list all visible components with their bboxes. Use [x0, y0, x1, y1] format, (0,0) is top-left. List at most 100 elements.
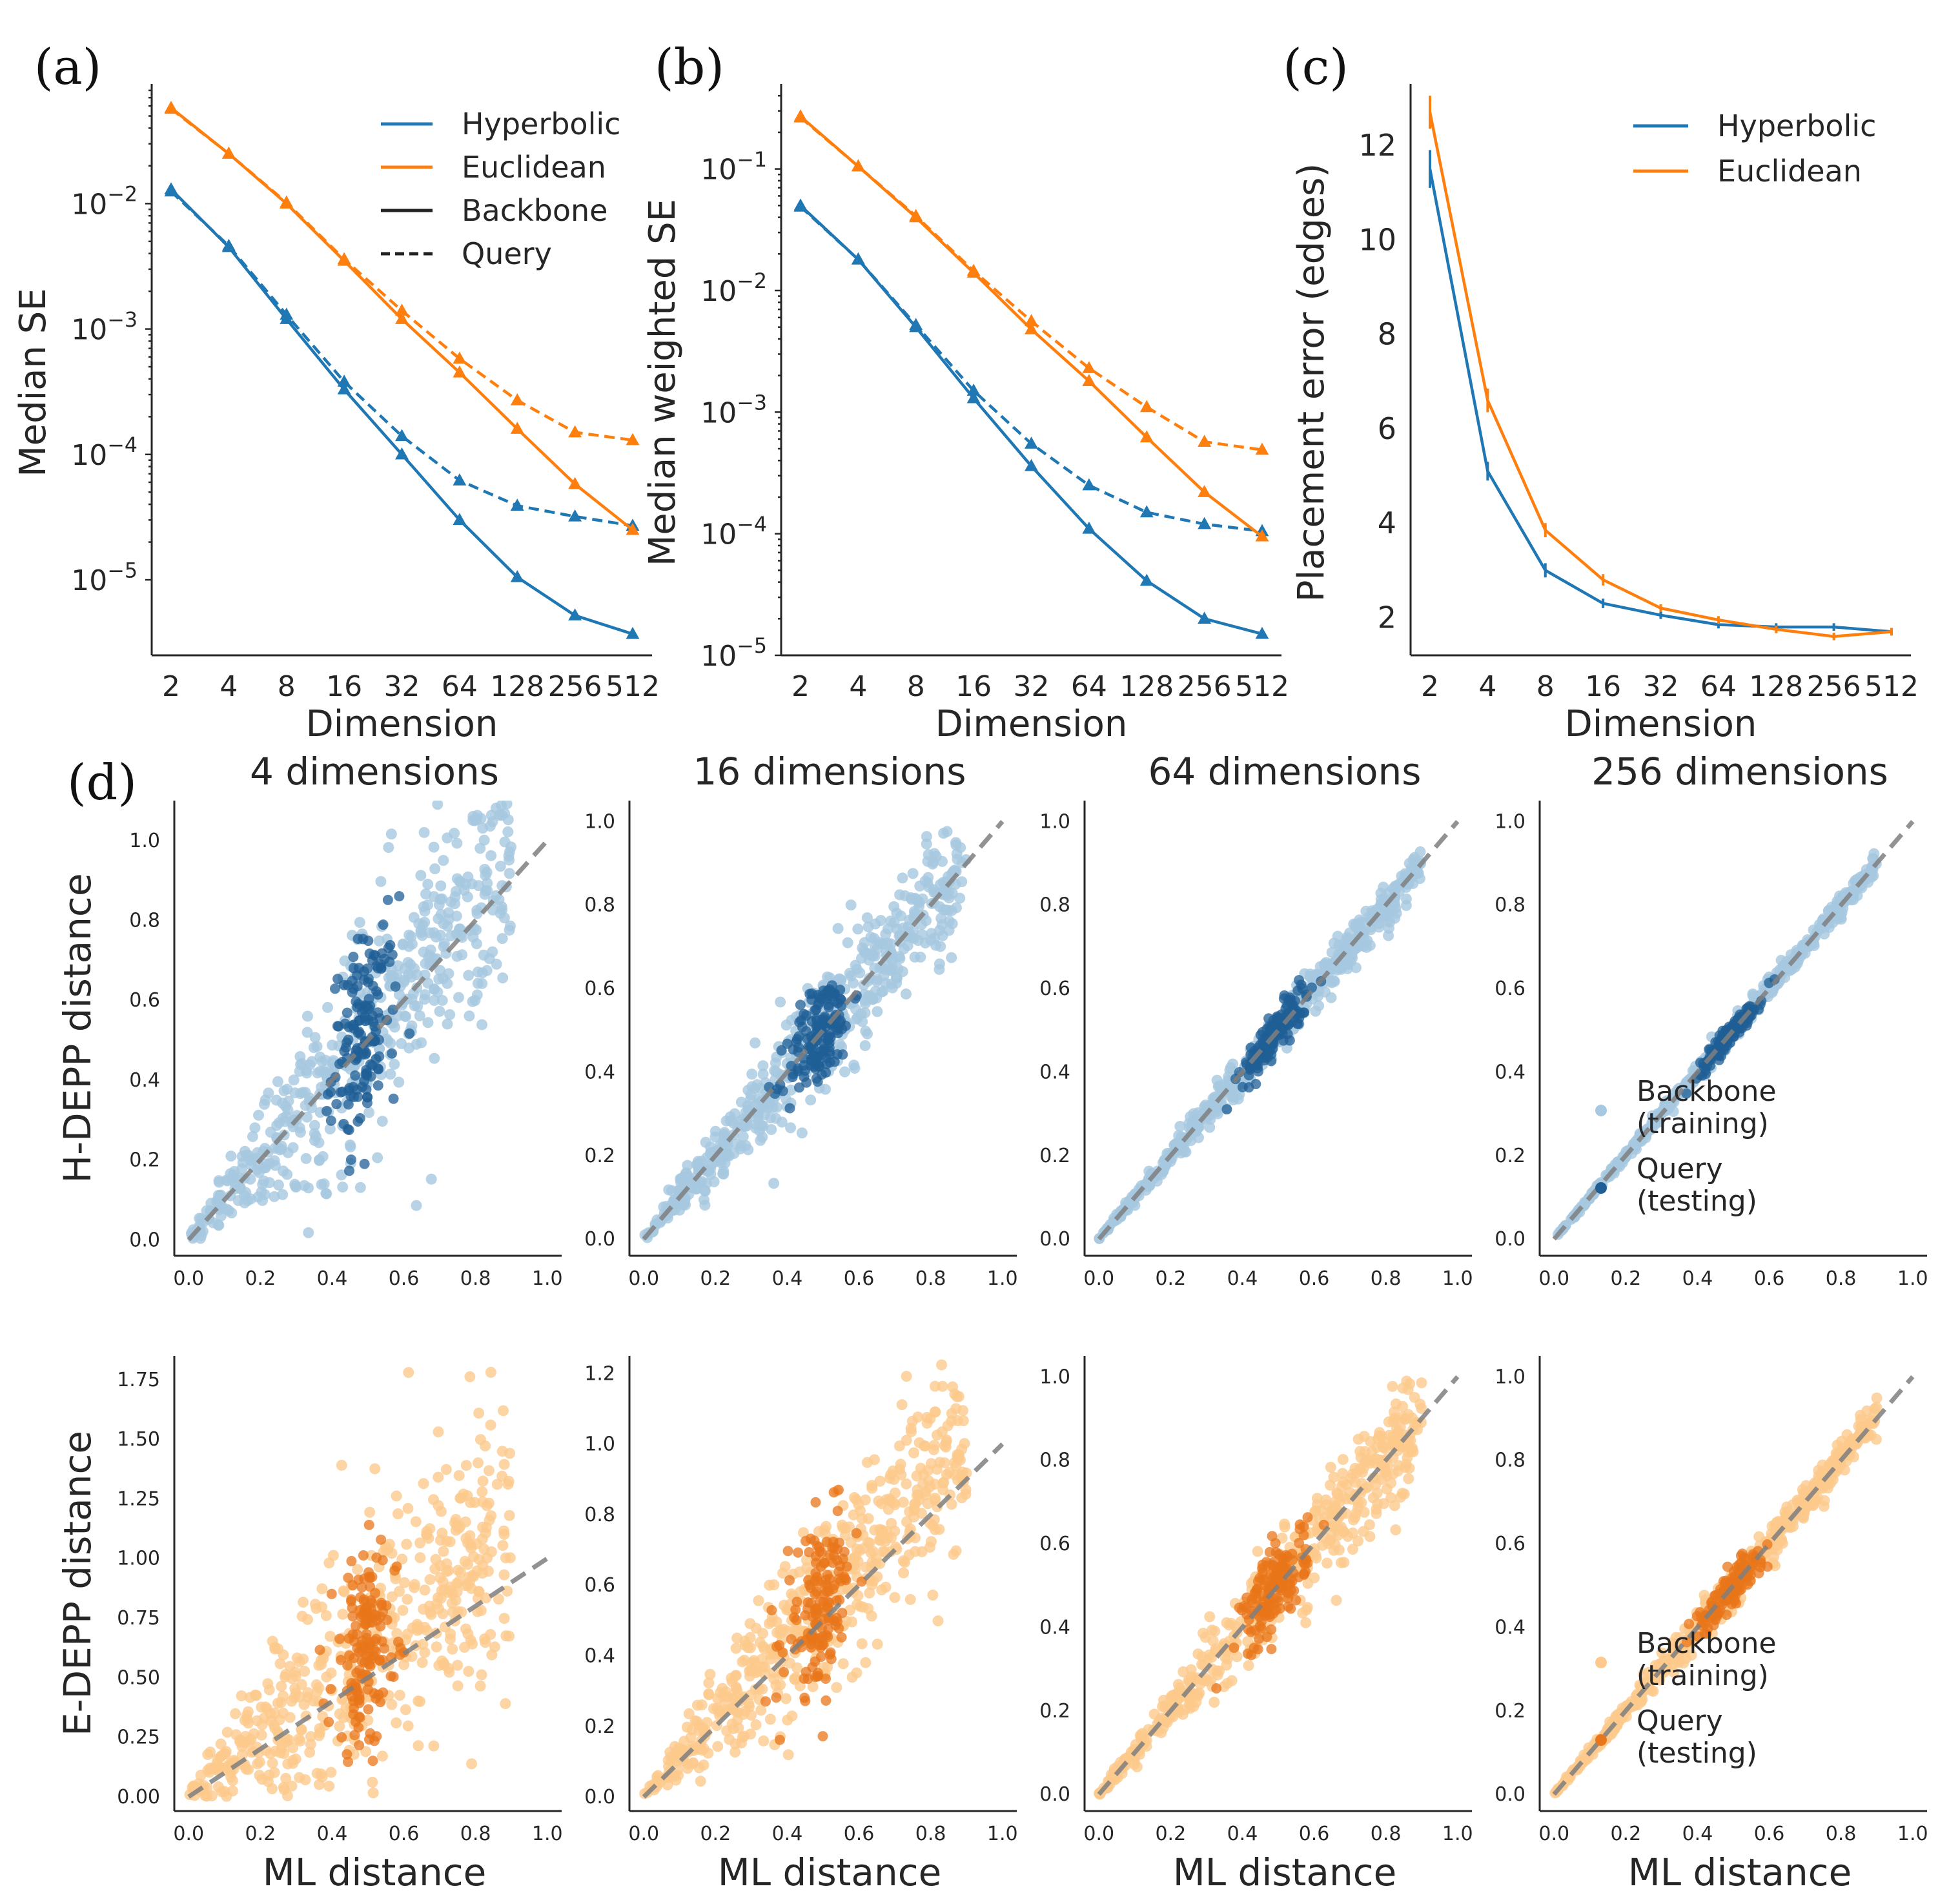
x-axis-title: Dimension — [306, 703, 498, 745]
backbone-point — [928, 1439, 940, 1451]
query-point — [784, 1575, 795, 1586]
backbone-point — [730, 1643, 742, 1654]
query-point — [390, 981, 401, 992]
backbone-point — [866, 1610, 877, 1622]
data-point-marker — [568, 425, 582, 438]
backbone-point — [852, 1590, 864, 1601]
backbone-point — [1204, 1611, 1216, 1622]
scatter-points — [1094, 820, 1460, 1244]
x-tick-label: 0.8 — [460, 1823, 491, 1845]
y-tick-label: 0.4 — [1495, 1061, 1526, 1083]
backbone-point — [453, 1469, 465, 1481]
backbone-point — [897, 872, 908, 884]
backbone-point — [477, 823, 489, 834]
backbone-point — [345, 1141, 356, 1152]
query-point — [382, 894, 393, 905]
backbone-point — [917, 1479, 929, 1490]
backbone-point — [399, 963, 411, 974]
backbone-point — [500, 1552, 511, 1564]
backbone-point — [497, 972, 509, 984]
y-tick-label: 10 — [1358, 222, 1396, 257]
backbone-point — [855, 952, 867, 964]
x-tick-label: 256 — [1178, 670, 1232, 703]
backbone-point — [1279, 1521, 1291, 1533]
backbone-point — [703, 1677, 715, 1689]
data-point-marker — [1025, 436, 1038, 449]
y-tick-label: 0.00 — [117, 1786, 160, 1808]
query-point — [806, 1045, 817, 1056]
backbone-point — [740, 1705, 751, 1717]
backbone-point — [739, 1654, 750, 1666]
query-point — [1243, 1082, 1254, 1093]
backbone-point — [1221, 1080, 1233, 1091]
tick-exponent: −5 — [107, 559, 138, 582]
x-tick-label: 4 — [219, 670, 238, 703]
scatter-points — [1552, 820, 1915, 1241]
backbone-point — [880, 1581, 892, 1593]
data-point-marker — [453, 473, 467, 486]
backbone-point — [476, 1533, 488, 1545]
query-point — [387, 1048, 398, 1059]
y-tick-label: 0.8 — [1495, 894, 1526, 917]
backbone-point — [215, 1210, 227, 1222]
backbone-point — [837, 1658, 849, 1670]
backbone-point — [775, 996, 786, 1008]
backbone-point — [1165, 1691, 1177, 1703]
backbone-point — [908, 1511, 920, 1523]
y-tick-label: 6 — [1378, 411, 1396, 446]
backbone-point — [471, 810, 483, 821]
backbone-point — [263, 1087, 274, 1099]
legend-label: (testing) — [1637, 1185, 1757, 1218]
query-point — [362, 1684, 373, 1695]
data-point-marker — [453, 513, 467, 526]
query-point — [371, 1693, 382, 1704]
query-point — [370, 1646, 381, 1657]
backbone-point — [928, 848, 940, 859]
x-tick-label: 0.6 — [1299, 1267, 1330, 1290]
backbone-point — [781, 1019, 792, 1031]
backbone-point — [896, 1399, 908, 1411]
backbone-point — [431, 1598, 443, 1610]
y-tick-label: 0.8 — [584, 894, 615, 917]
backbone-point — [385, 970, 397, 981]
data-point-marker — [395, 429, 409, 442]
backbone-point — [435, 1506, 447, 1517]
query-point — [817, 1631, 828, 1642]
backbone-point — [296, 1724, 307, 1735]
query-point — [1259, 1052, 1270, 1063]
backbone-point — [1352, 1433, 1364, 1445]
series-line-euclidean — [1428, 112, 1892, 639]
query-point — [358, 934, 369, 945]
backbone-point — [1243, 1660, 1254, 1672]
x-tick-label: 0.2 — [700, 1267, 731, 1290]
backbone-point — [907, 868, 919, 879]
backbone-point — [936, 855, 948, 867]
x-tick-label: 128 — [490, 670, 544, 703]
data-point-marker — [1139, 573, 1154, 586]
query-point — [776, 1045, 787, 1056]
query-point — [1291, 1595, 1301, 1606]
backbone-point — [946, 1499, 957, 1510]
backbone-point — [1370, 1453, 1382, 1464]
backbone-point — [453, 1522, 465, 1534]
query-point — [367, 1756, 378, 1766]
backbone-point — [936, 1359, 948, 1371]
query-point — [339, 1046, 350, 1057]
backbone-point — [280, 1116, 291, 1127]
backbone-point — [336, 1460, 347, 1471]
backbone-point — [728, 1147, 740, 1159]
backbone-point — [712, 1741, 724, 1752]
backbone-point — [252, 1758, 263, 1770]
backbone-point — [757, 1628, 769, 1639]
scatter-points — [184, 1367, 549, 1802]
query-point — [357, 1081, 368, 1092]
backbone-point — [937, 1380, 948, 1392]
y-tick-label: 1.50 — [117, 1428, 160, 1451]
x-tick-label: 64 — [1700, 670, 1737, 703]
scatter-points — [1094, 1375, 1460, 1800]
backbone-point — [866, 1482, 878, 1494]
y-tick-label: 10−5 — [700, 635, 767, 673]
backbone-point — [305, 1739, 316, 1750]
y-axis-title: Median SE — [12, 288, 54, 476]
query-point — [359, 974, 370, 985]
